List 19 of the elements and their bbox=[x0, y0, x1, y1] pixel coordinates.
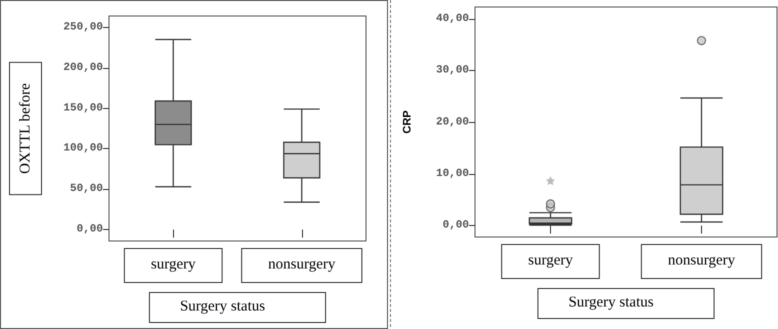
x-tick-label: nonsurgery bbox=[668, 252, 736, 268]
x-axis-title: Surgery status bbox=[568, 294, 654, 310]
x-axis-title: Surgery status bbox=[180, 298, 266, 314]
y-tick-label: 40,00 bbox=[436, 12, 469, 25]
y-tick-label: 10,00 bbox=[436, 168, 469, 180]
y-axis-title: CRP bbox=[402, 110, 414, 134]
y-tick-label: 20,00 bbox=[436, 116, 469, 128]
y-tick-label: 250,00 bbox=[63, 21, 103, 34]
y-tick-label: 50,00 bbox=[70, 183, 103, 196]
y-axis-title: OXTTL before bbox=[18, 82, 34, 174]
y-tick-label: 200,00 bbox=[63, 62, 103, 74]
y-tick-label: 0,00 bbox=[76, 224, 103, 236]
x-tick-label: surgery bbox=[150, 256, 196, 272]
y-tick-label: 30,00 bbox=[436, 64, 469, 77]
y-tick-label: 150,00 bbox=[63, 102, 103, 114]
y-tick-label: 0,00 bbox=[442, 220, 469, 232]
x-tick-label: nonsurgery bbox=[268, 256, 336, 272]
x-tick-label: surgery bbox=[528, 252, 574, 268]
y-tick-label: 100,00 bbox=[63, 142, 103, 155]
